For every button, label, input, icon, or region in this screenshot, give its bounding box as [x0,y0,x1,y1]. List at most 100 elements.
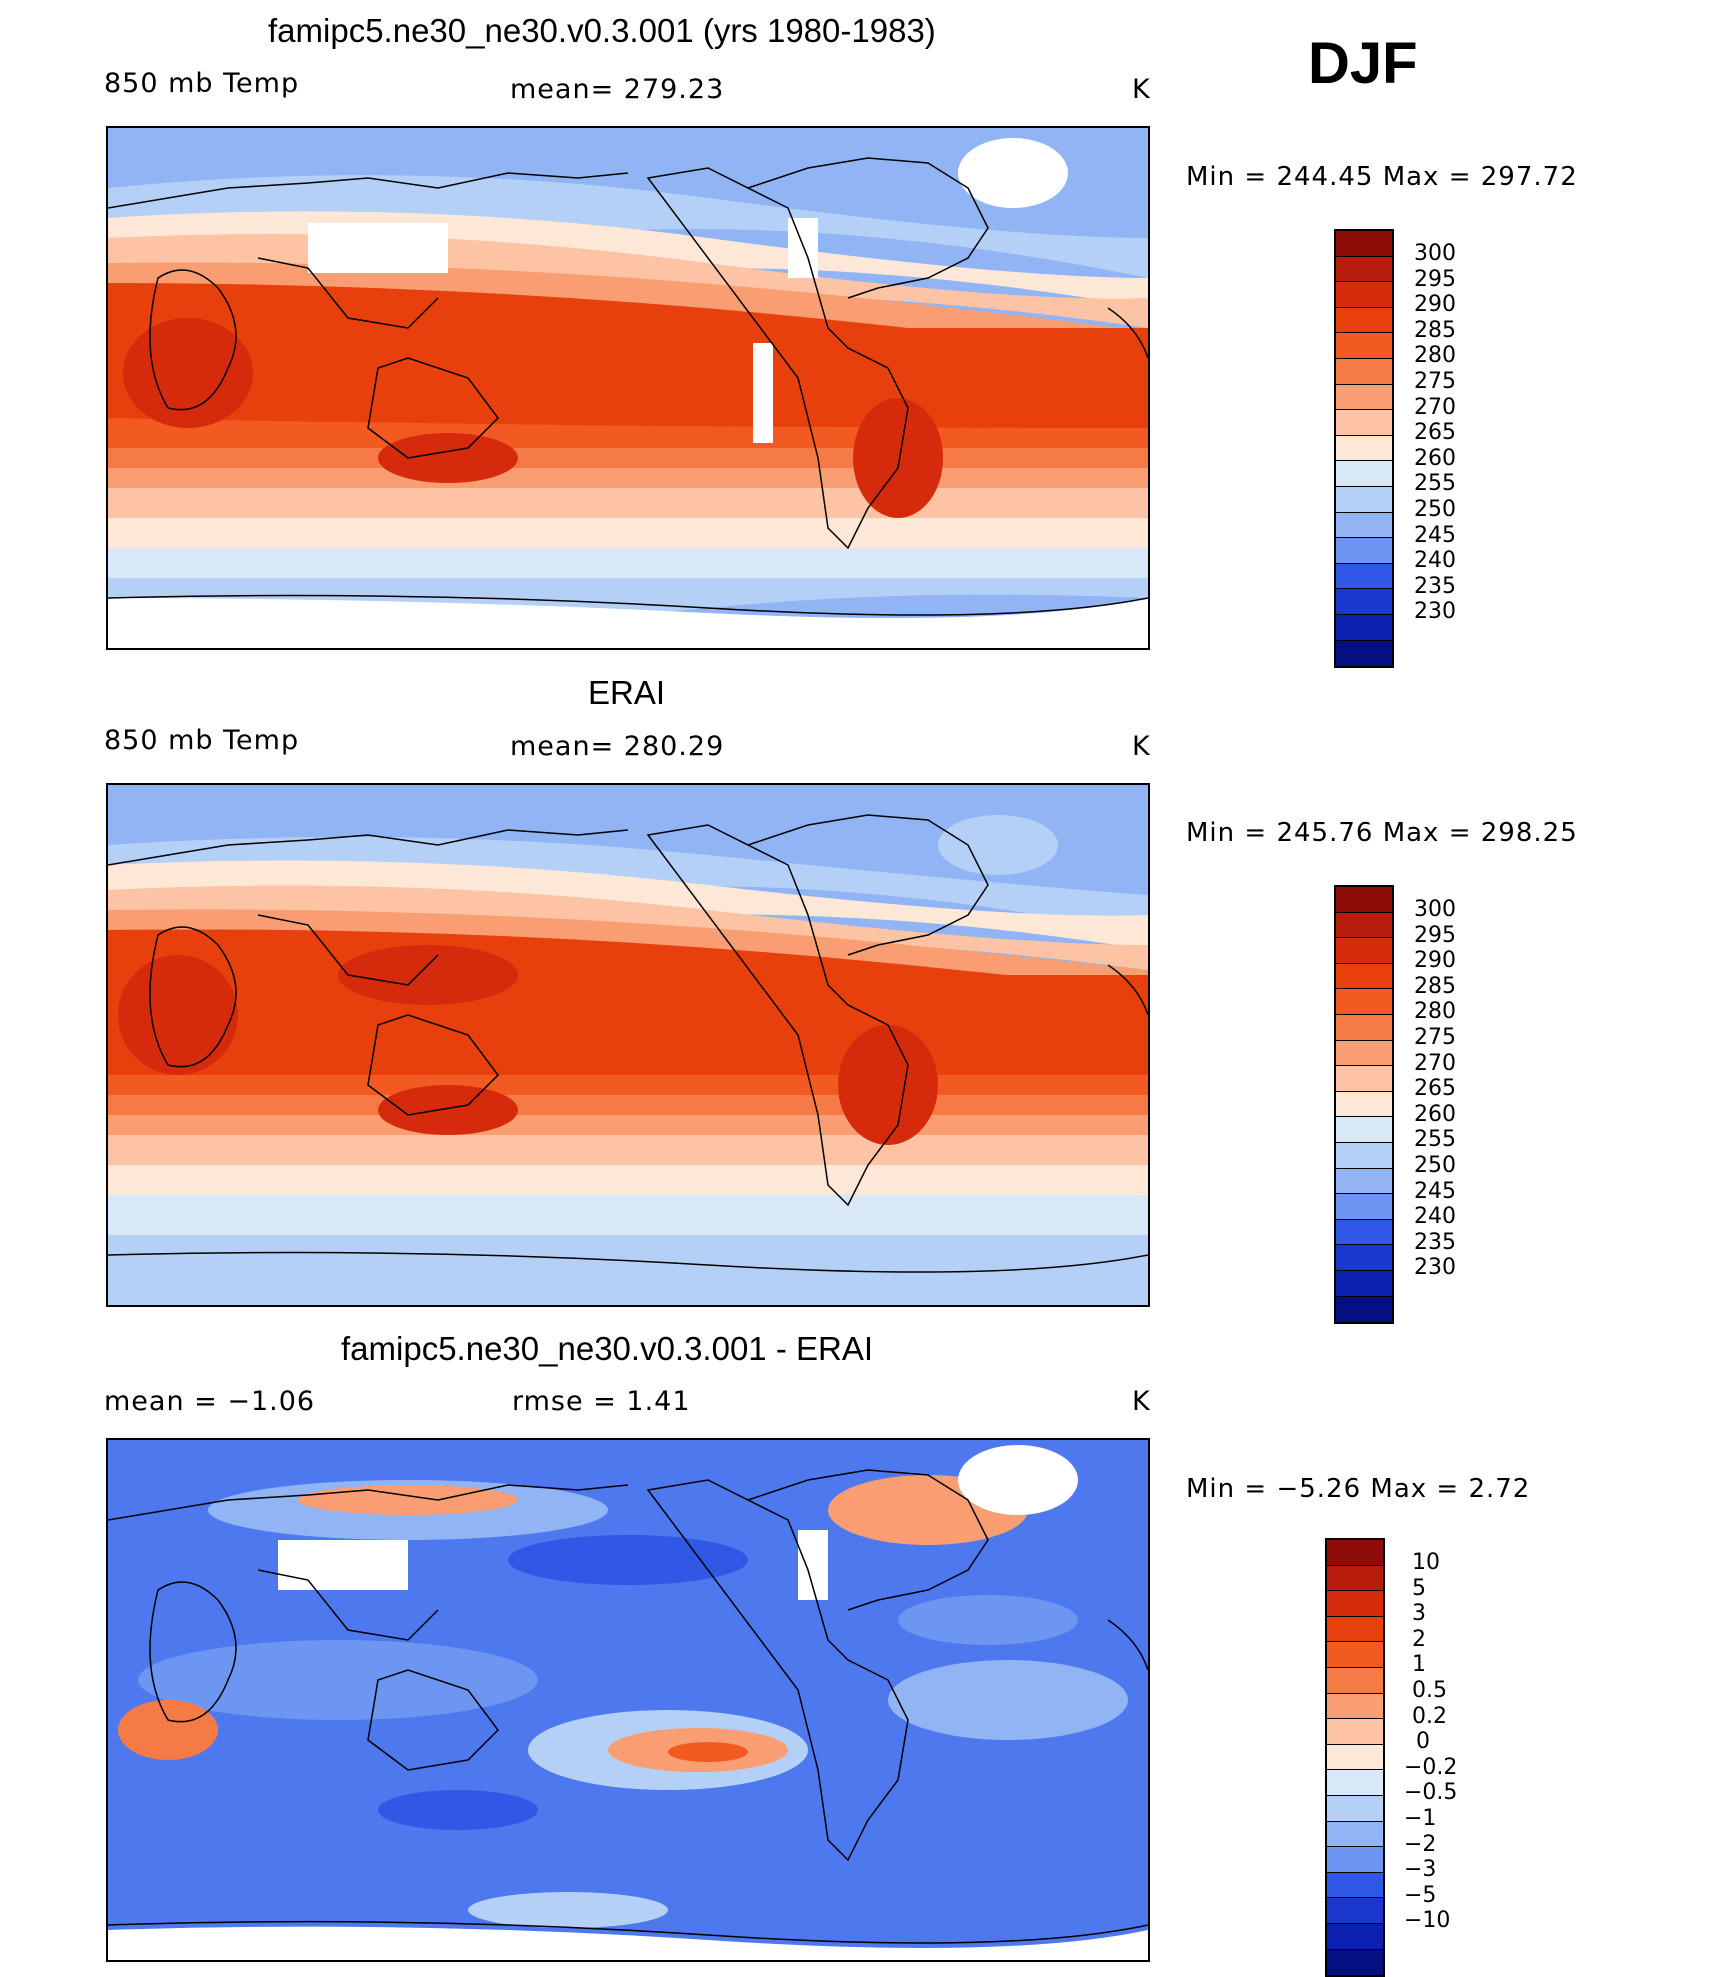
panel-model-map [106,126,1150,650]
colorbar-swatch [1336,384,1392,411]
colorbar-tick: 245 [1414,522,1456,548]
colorbar-tick: 275 [1414,369,1456,394]
colorbar-swatch [1327,1667,1383,1694]
panel-obs-title: ERAI [588,674,666,711]
colorbar-swatch [1336,1091,1392,1118]
colorbar-swatch [1327,1616,1383,1643]
colorbar-swatch [1336,461,1392,487]
colorbar-tick: 260 [1414,445,1456,471]
colorbar-swatch [1336,435,1392,462]
colorbar-swatch [1327,1898,1383,1924]
colorbar-tick: 270 [1414,394,1456,420]
colorbar-tick: 2 [1412,1626,1426,1652]
colorbar-tick: 250 [1414,1153,1456,1178]
colorbar-swatch [1336,563,1392,590]
colorbar-swatch [1336,538,1392,564]
panel-obs-colorbar [1334,885,1394,1325]
colorbar-swatch [1336,614,1392,641]
colorbar-tick: −1 [1404,1806,1437,1831]
colorbar-swatch [1327,1591,1383,1617]
colorbar-tick: −0.2 [1404,1754,1458,1780]
colorbar-tick: 255 [1414,471,1456,497]
panel-model-mean-label: mean= 279.23 [510,74,725,105]
colorbar-tick: 5 [1412,1575,1426,1601]
season-label: DJF [1308,31,1418,96]
colorbar-swatch [1327,1770,1383,1796]
colorbar-tick: −5 [1404,1882,1437,1908]
colorbar-tick: −2 [1404,1831,1437,1857]
colorbar-tick: 290 [1414,292,1456,318]
panel-diff-mean-label: mean = −1.06 [104,1386,316,1417]
colorbar-swatch [1336,640,1392,667]
colorbar-swatch [1336,989,1392,1015]
colorbar-swatch [1327,1821,1383,1848]
colorbar-swatch [1336,282,1392,308]
colorbar-tick: 245 [1414,1178,1456,1204]
colorbar-swatch [1336,231,1392,257]
colorbar-swatch [1336,1014,1392,1041]
colorbar-tick: 0.5 [1412,1678,1447,1703]
panel-model-min-max: Min = 244.45 Max = 297.72 [1186,162,1578,192]
colorbar-tick: 10 [1412,1550,1440,1575]
colorbar-swatch [1336,410,1392,436]
panel-obs-units: K [1132,731,1151,762]
colorbar-swatch [1327,1744,1383,1771]
panel-model-units: K [1132,74,1151,105]
colorbar-swatch [1327,1693,1383,1720]
colorbar-tick: 250 [1414,497,1456,522]
colorbar-tick: −10 [1404,1908,1451,1934]
colorbar-tick: 230 [1414,1255,1456,1281]
colorbar-tick: 295 [1414,922,1456,948]
colorbar-swatch [1336,333,1392,359]
panel-diff-title: famipc5.ne30_ne30.v0.3.001 - ERAI [341,1330,874,1367]
colorbar-tick: 230 [1414,599,1456,625]
colorbar-swatch [1336,1296,1392,1323]
colorbar-swatch [1336,938,1392,964]
colorbar-swatch [1336,1245,1392,1271]
colorbar-tick: 290 [1414,948,1456,974]
colorbar-tick: 240 [1414,548,1456,574]
colorbar-swatch [1327,1949,1383,1976]
colorbar-tick: 235 [1414,1229,1456,1255]
colorbar-tick: 285 [1414,317,1456,343]
colorbar-swatch [1336,486,1392,513]
colorbar-tick: 295 [1414,266,1456,292]
colorbar-swatch [1336,912,1392,939]
colorbar-swatch [1336,1168,1392,1195]
panel-model-colorbar [1334,229,1394,669]
colorbar-swatch [1327,1795,1383,1822]
colorbar-tick: 280 [1414,999,1456,1025]
colorbar-tick: 235 [1414,573,1456,599]
colorbar-swatch [1336,1066,1392,1092]
colorbar-swatch [1327,1923,1383,1950]
colorbar-tick: 0 [1416,1729,1430,1755]
panel-obs-map [106,783,1150,1307]
colorbar-swatch [1336,1270,1392,1297]
panel-model-variable-label: 850 mb Temp [104,68,300,99]
colorbar-tick: −0.5 [1404,1780,1458,1806]
panel-diff-colorbar [1325,1538,1385,1977]
panel-obs-mean-label: mean= 280.29 [510,731,725,762]
colorbar-tick: 265 [1414,420,1456,446]
colorbar-swatch [1327,1719,1383,1745]
colorbar-swatch [1336,1219,1392,1246]
colorbar-swatch [1336,963,1392,990]
colorbar-tick: 285 [1414,973,1456,999]
colorbar-swatch [1336,1142,1392,1169]
colorbar-swatch [1336,1117,1392,1143]
colorbar-swatch [1327,1540,1383,1566]
colorbar-tick: 240 [1414,1204,1456,1230]
colorbar-tick: 275 [1414,1025,1456,1050]
panel-diff-map [106,1438,1150,1962]
colorbar-swatch [1336,1040,1392,1067]
colorbar-tick: 0.2 [1412,1703,1447,1729]
colorbar-tick: 300 [1414,241,1456,266]
panel-obs-variable-label: 850 mb Temp [104,725,300,756]
colorbar-swatch [1336,1194,1392,1220]
colorbar-tick: 270 [1414,1050,1456,1076]
colorbar-tick: 1 [1412,1652,1426,1678]
colorbar-swatch [1336,589,1392,615]
colorbar-swatch [1336,307,1392,334]
panel-diff-units: K [1132,1386,1151,1417]
colorbar-swatch [1336,887,1392,913]
